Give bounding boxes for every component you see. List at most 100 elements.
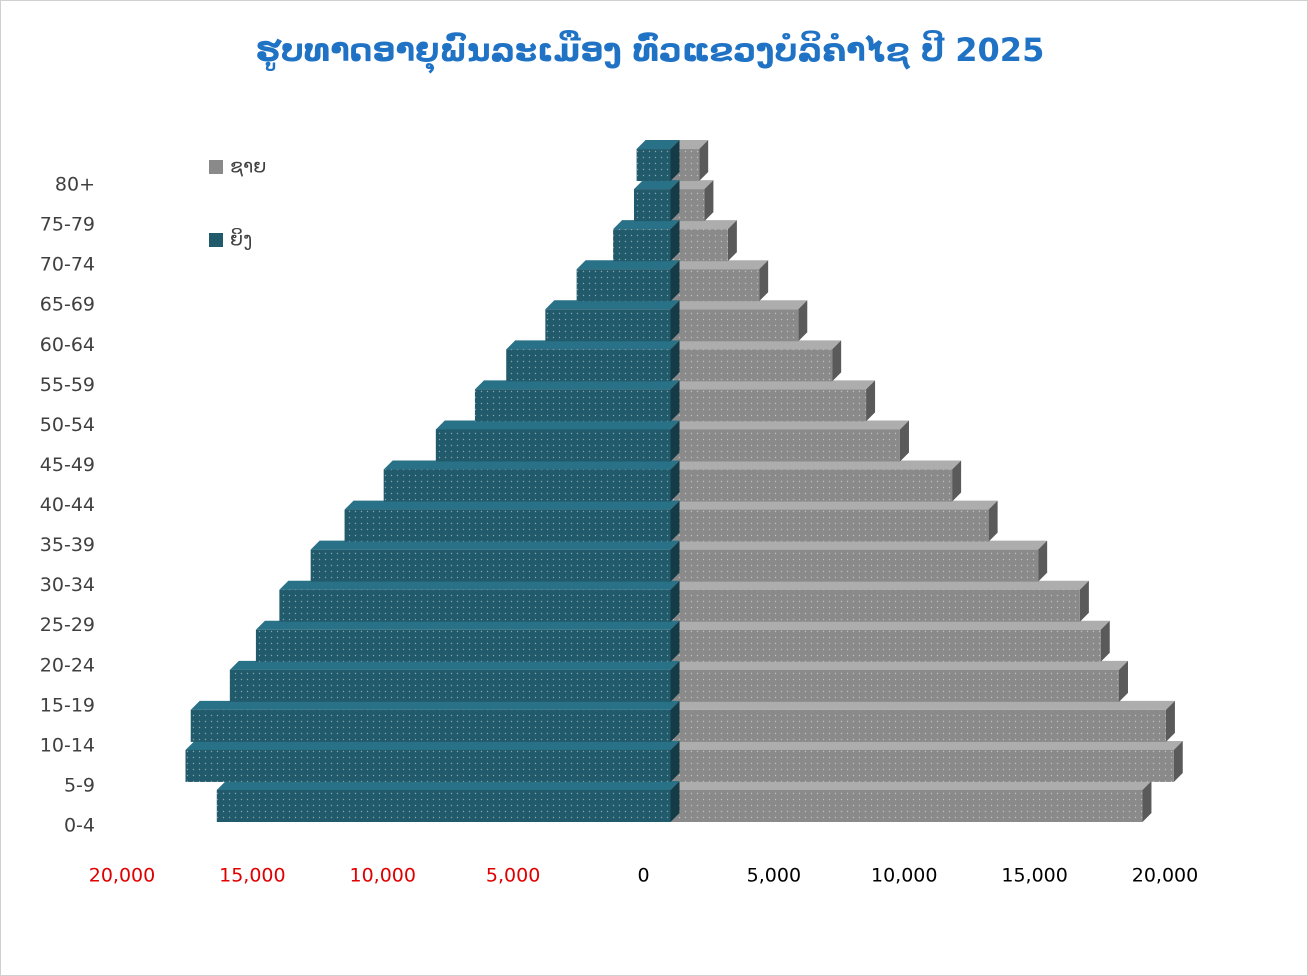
y-tick-label: 35-39 <box>40 534 95 556</box>
bar-top <box>670 660 1128 670</box>
bar-texture <box>185 749 671 782</box>
bar-side <box>866 380 876 422</box>
bar-side <box>670 700 680 742</box>
bar-texture <box>670 589 1080 622</box>
y-tick-label: 75-79 <box>40 214 95 236</box>
bar-side <box>699 140 709 182</box>
bar-side <box>1038 540 1048 582</box>
y-tick-label: 55-59 <box>40 374 95 396</box>
bar-side <box>952 460 962 502</box>
bar-top <box>435 420 680 430</box>
y-tick-label: 50-54 <box>40 414 95 436</box>
bar-top <box>670 300 808 310</box>
x-tick-label: 15,000 <box>219 865 285 887</box>
bar-side <box>670 140 680 182</box>
bar-side <box>988 500 998 542</box>
bar-texture <box>279 589 671 622</box>
bar-top <box>670 620 1110 630</box>
bar-texture <box>435 429 671 462</box>
x-tick-label: 15,000 <box>1001 865 1067 887</box>
bar-top <box>185 740 680 750</box>
bar-texture <box>255 629 671 662</box>
bar-side <box>1118 660 1128 702</box>
bar-texture <box>670 790 1143 822</box>
bar-top <box>670 420 909 430</box>
bar-side <box>832 340 842 382</box>
y-tick-label: 40-44 <box>40 494 95 516</box>
bar-top <box>474 380 680 390</box>
bar-top <box>383 460 680 470</box>
bar-top <box>545 300 680 310</box>
y-tick-label: 65-69 <box>40 294 95 316</box>
bar-texture <box>670 669 1119 702</box>
bar-texture <box>545 309 671 342</box>
bar-side <box>759 260 769 302</box>
bar-side <box>670 340 680 382</box>
bar-side <box>704 180 714 222</box>
bar-top <box>633 180 680 190</box>
bar-top <box>670 580 1089 590</box>
bar-top <box>670 380 876 390</box>
bar-top <box>279 580 680 590</box>
bar-texture <box>636 149 671 182</box>
bar-top <box>670 500 998 510</box>
bar-texture <box>383 469 671 502</box>
bar-texture <box>216 790 671 822</box>
chart-title: ຮູບທາດອາຍຸພົນລະເມືອງ ທົ່ວແຂວງບໍລິຄໍາໄຊ ປ… <box>256 30 1045 74</box>
bar-texture <box>670 469 953 502</box>
bar-texture <box>344 509 671 542</box>
y-tick-label: 25-29 <box>40 614 95 636</box>
bar-side <box>670 380 680 422</box>
bar-side <box>899 420 909 462</box>
y-tick-label: 70-74 <box>40 254 95 276</box>
bar-texture <box>670 269 760 302</box>
bar-top <box>636 140 680 150</box>
x-tick-label: 5,000 <box>486 865 540 887</box>
bar-top <box>670 700 1175 710</box>
bar-top <box>229 660 680 670</box>
bar-side <box>670 300 680 342</box>
bar-texture <box>576 269 671 302</box>
bar-side <box>670 420 680 462</box>
bar-top <box>670 180 714 190</box>
bar-top <box>670 540 1048 550</box>
bar-texture <box>670 229 728 262</box>
bar-texture <box>229 669 671 702</box>
x-tick-label: 20,000 <box>89 865 155 887</box>
bar-side <box>1079 580 1089 622</box>
bar-top <box>190 700 680 710</box>
bar-side <box>670 740 680 782</box>
bar-top <box>670 740 1183 750</box>
bar-top <box>216 781 680 790</box>
bar-texture <box>506 349 671 382</box>
bar-side <box>670 180 680 222</box>
bar-side <box>798 300 808 342</box>
bar-texture <box>670 509 989 542</box>
bar-side <box>670 781 680 822</box>
bar-side <box>727 220 737 262</box>
bar-side <box>1165 700 1175 742</box>
bar-side <box>670 460 680 502</box>
bar-side <box>670 260 680 302</box>
y-tick-label: 80+ <box>55 174 95 196</box>
x-tick-label: 20,000 <box>1132 865 1198 887</box>
legend-swatch <box>209 233 223 247</box>
bar-top <box>613 220 680 230</box>
bar-top <box>506 340 680 350</box>
bar-texture <box>190 709 671 742</box>
bar-top <box>670 781 1152 790</box>
bar-top <box>670 460 962 470</box>
bar-side <box>1142 781 1152 822</box>
bar-texture <box>670 629 1101 662</box>
bar-side <box>1173 740 1183 782</box>
bar-texture <box>633 189 671 222</box>
y-tick-label: 20-24 <box>40 654 95 676</box>
bar-texture <box>310 549 671 582</box>
y-tick-label: 30-34 <box>40 574 95 596</box>
bar-texture <box>670 549 1039 582</box>
bar-texture <box>670 349 833 382</box>
bar-side <box>670 620 680 662</box>
bar-side <box>670 580 680 622</box>
bar-top <box>670 220 737 230</box>
